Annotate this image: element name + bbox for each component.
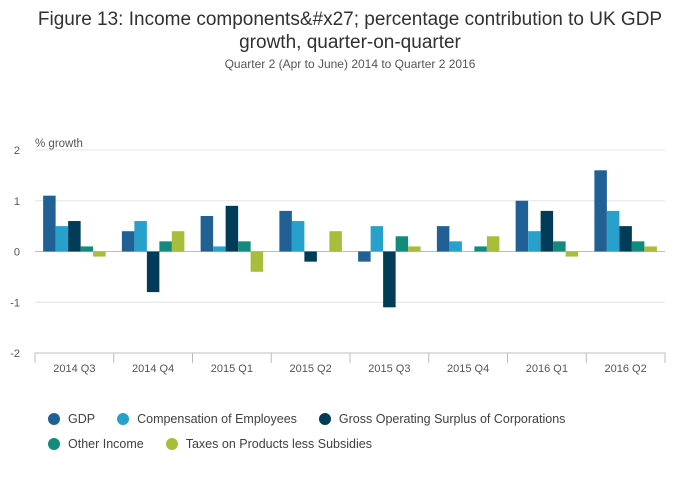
bar [594,170,607,252]
bar [474,246,487,252]
x-axis: 2014 Q3 2014 Q4 2015 Q1 2015 Q2 2015 Q3 2015 … [34,352,666,375]
x-tick-label: 2016 Q1 [526,363,568,375]
bar [486,236,500,252]
bar [291,221,305,252]
legend-label: GDP [68,411,96,426]
chart-subtitle: Quarter 2 (Apr to June) 2014 to Quarter … [224,57,476,71]
bar [553,241,566,252]
legend-item: Other Income [48,437,144,451]
bar [134,221,147,252]
y-tick-label: -1 [10,297,20,309]
x-tick-label: 2016 Q2 [605,363,647,375]
y-axis-ticks: 2 1 0 -1 -2 [10,145,20,360]
legend-label: Other Income [68,436,144,451]
bar [171,231,185,252]
bar [436,226,450,252]
legend-item: GDP [48,412,95,426]
bar [631,241,645,252]
bar [370,226,384,252]
legend-label: Gross Operating Surplus of Corporations [338,411,566,426]
bar [250,251,264,272]
bar [225,205,239,252]
bar [383,251,396,308]
y-tick-label: 1 [14,196,20,208]
legend-swatch [48,412,60,425]
bar [304,251,317,262]
x-tick-label: 2015 Q3 [368,363,410,375]
bar [395,236,409,252]
legend-row: GDP Compensation of Employees Gross Operat… [48,406,688,431]
legend-label: Compensation of Employees [137,411,297,426]
legend-swatch [117,412,130,425]
legend-swatch [318,412,331,425]
bar [329,231,342,252]
legend-swatch [165,437,178,450]
bar [528,231,541,252]
bar [408,246,421,252]
bar [55,226,69,252]
bar [93,251,106,257]
y-tick-label: 0 [14,247,20,259]
legend-item: Compensation of Employees [117,412,297,426]
bar [358,251,371,262]
x-tick-label: 2014 Q3 [53,363,95,375]
chart-title-line-2: growth, quarter-on-quarter [239,32,461,53]
bar [619,226,632,252]
bar [565,251,579,257]
chart-legend: GDP Compensation of Employees Gross Operat… [48,406,688,456]
x-tick-label: 2015 Q4 [447,363,489,375]
y-tick-label: 2 [14,145,20,157]
x-tick-label: 2015 Q2 [290,363,332,375]
legend-swatch [48,437,60,450]
bar [121,231,135,252]
x-tick-label: 2014 Q4 [132,363,174,375]
bar [238,241,251,252]
bar [279,210,292,252]
chart-title: Figure 13: Income components&#x27; perce… [0,8,700,54]
bar [540,210,554,252]
legend-row: Other Income Taxes on Products less Subsi… [48,431,688,456]
bar [159,241,172,252]
chart-title-line-1: Figure 13: Income components&#x27; perce… [37,9,663,30]
legend-label: Taxes on Products less Subsidies [185,436,372,451]
bar [213,246,226,252]
bar [515,200,529,252]
bar [146,251,160,293]
bar-series [43,170,657,308]
bar [449,241,462,252]
y-axis-label: % growth [35,138,83,150]
bar [200,215,214,252]
bar [80,246,94,252]
x-tick-label: 2015 Q1 [211,363,253,375]
bar [606,210,620,252]
y-tick-label: -2 [10,348,20,360]
bar [68,221,81,252]
bar [644,246,657,252]
legend-item: Taxes on Products less Subsidies [165,436,372,451]
bar [43,195,56,252]
legend-item: Gross Operating Surplus of Corporations [318,411,566,426]
